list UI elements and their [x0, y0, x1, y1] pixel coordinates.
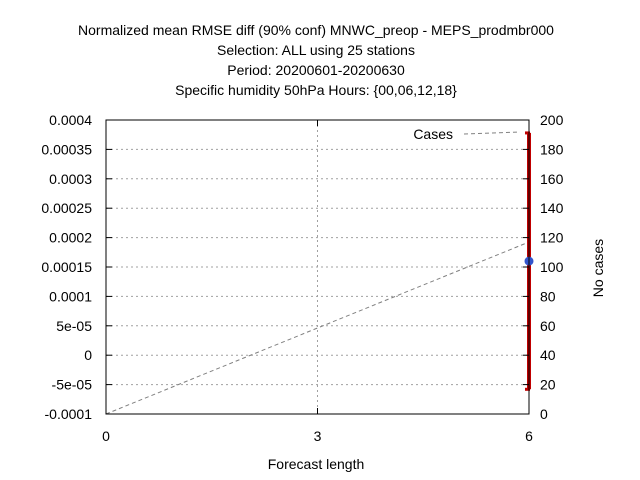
x-tick-labels: 0 3 6: [102, 428, 533, 444]
axis-ticks: [105, 119, 530, 415]
y-tick-label: 0.0003: [49, 171, 92, 187]
x-axis-label: Forecast length: [268, 456, 365, 472]
y-tick-label: 0: [84, 347, 92, 363]
series-line-cases: [105, 241, 530, 415]
y-tick-label: 0.00025: [41, 200, 92, 216]
y-tick-label: -0.0001: [45, 406, 93, 422]
grid-lines: [106, 120, 529, 414]
series-layer: [105, 241, 530, 415]
y-tick-label: 0.0002: [49, 230, 92, 246]
legend-entry-label: Cases: [413, 126, 453, 142]
y2-tick-label: 0: [540, 406, 548, 422]
y-tick-label: 5e-05: [56, 318, 92, 334]
legend-swatch-cases: [463, 131, 521, 135]
y2-tick-label: 60: [540, 318, 556, 334]
x-tick-label: 6: [525, 428, 533, 444]
y2-tick-label: 100: [540, 259, 564, 275]
y2-tick-label: 20: [540, 377, 556, 393]
title-line: Normalized mean RMSE diff (90% conf) MNW…: [78, 22, 554, 38]
y2-tick-label: 180: [540, 141, 564, 157]
title-line: Period: 20200601-20200630: [227, 62, 405, 78]
title-line: Selection: ALL using 25 stations: [217, 42, 415, 58]
x-tick-label: 3: [314, 428, 322, 444]
y2-tick-labels: 0 20 40 60 80 100 120 140 160 180 200: [540, 112, 564, 422]
y-tick-label: 0.0004: [49, 112, 92, 128]
y-tick-label: 0.0001: [49, 288, 92, 304]
x-tick-label: 0: [102, 428, 110, 444]
legend: Cases: [413, 126, 521, 142]
y2-axis-label: No cases: [590, 239, 606, 297]
y-tick-labels: -0.0001 -5e-05 0 5e-05 0.0001 0.00015 0.0002 0.…: [41, 112, 92, 422]
y-tick-label: -5e-05: [52, 377, 93, 393]
chart-title: Normalized mean RMSE diff (90% conf) MNW…: [78, 22, 554, 98]
y2-tick-label: 140: [540, 200, 564, 216]
y2-tick-label: 80: [540, 288, 556, 304]
y-tick-label: 0.00015: [41, 259, 92, 275]
y2-tick-label: 160: [540, 171, 564, 187]
y2-tick-label: 200: [540, 112, 564, 128]
y2-tick-label: 40: [540, 347, 556, 363]
y2-tick-label: 120: [540, 230, 564, 246]
title-line: Specific humidity 50hPa Hours: {00,06,12…: [175, 82, 457, 98]
y-tick-label: 0.00035: [41, 141, 92, 157]
